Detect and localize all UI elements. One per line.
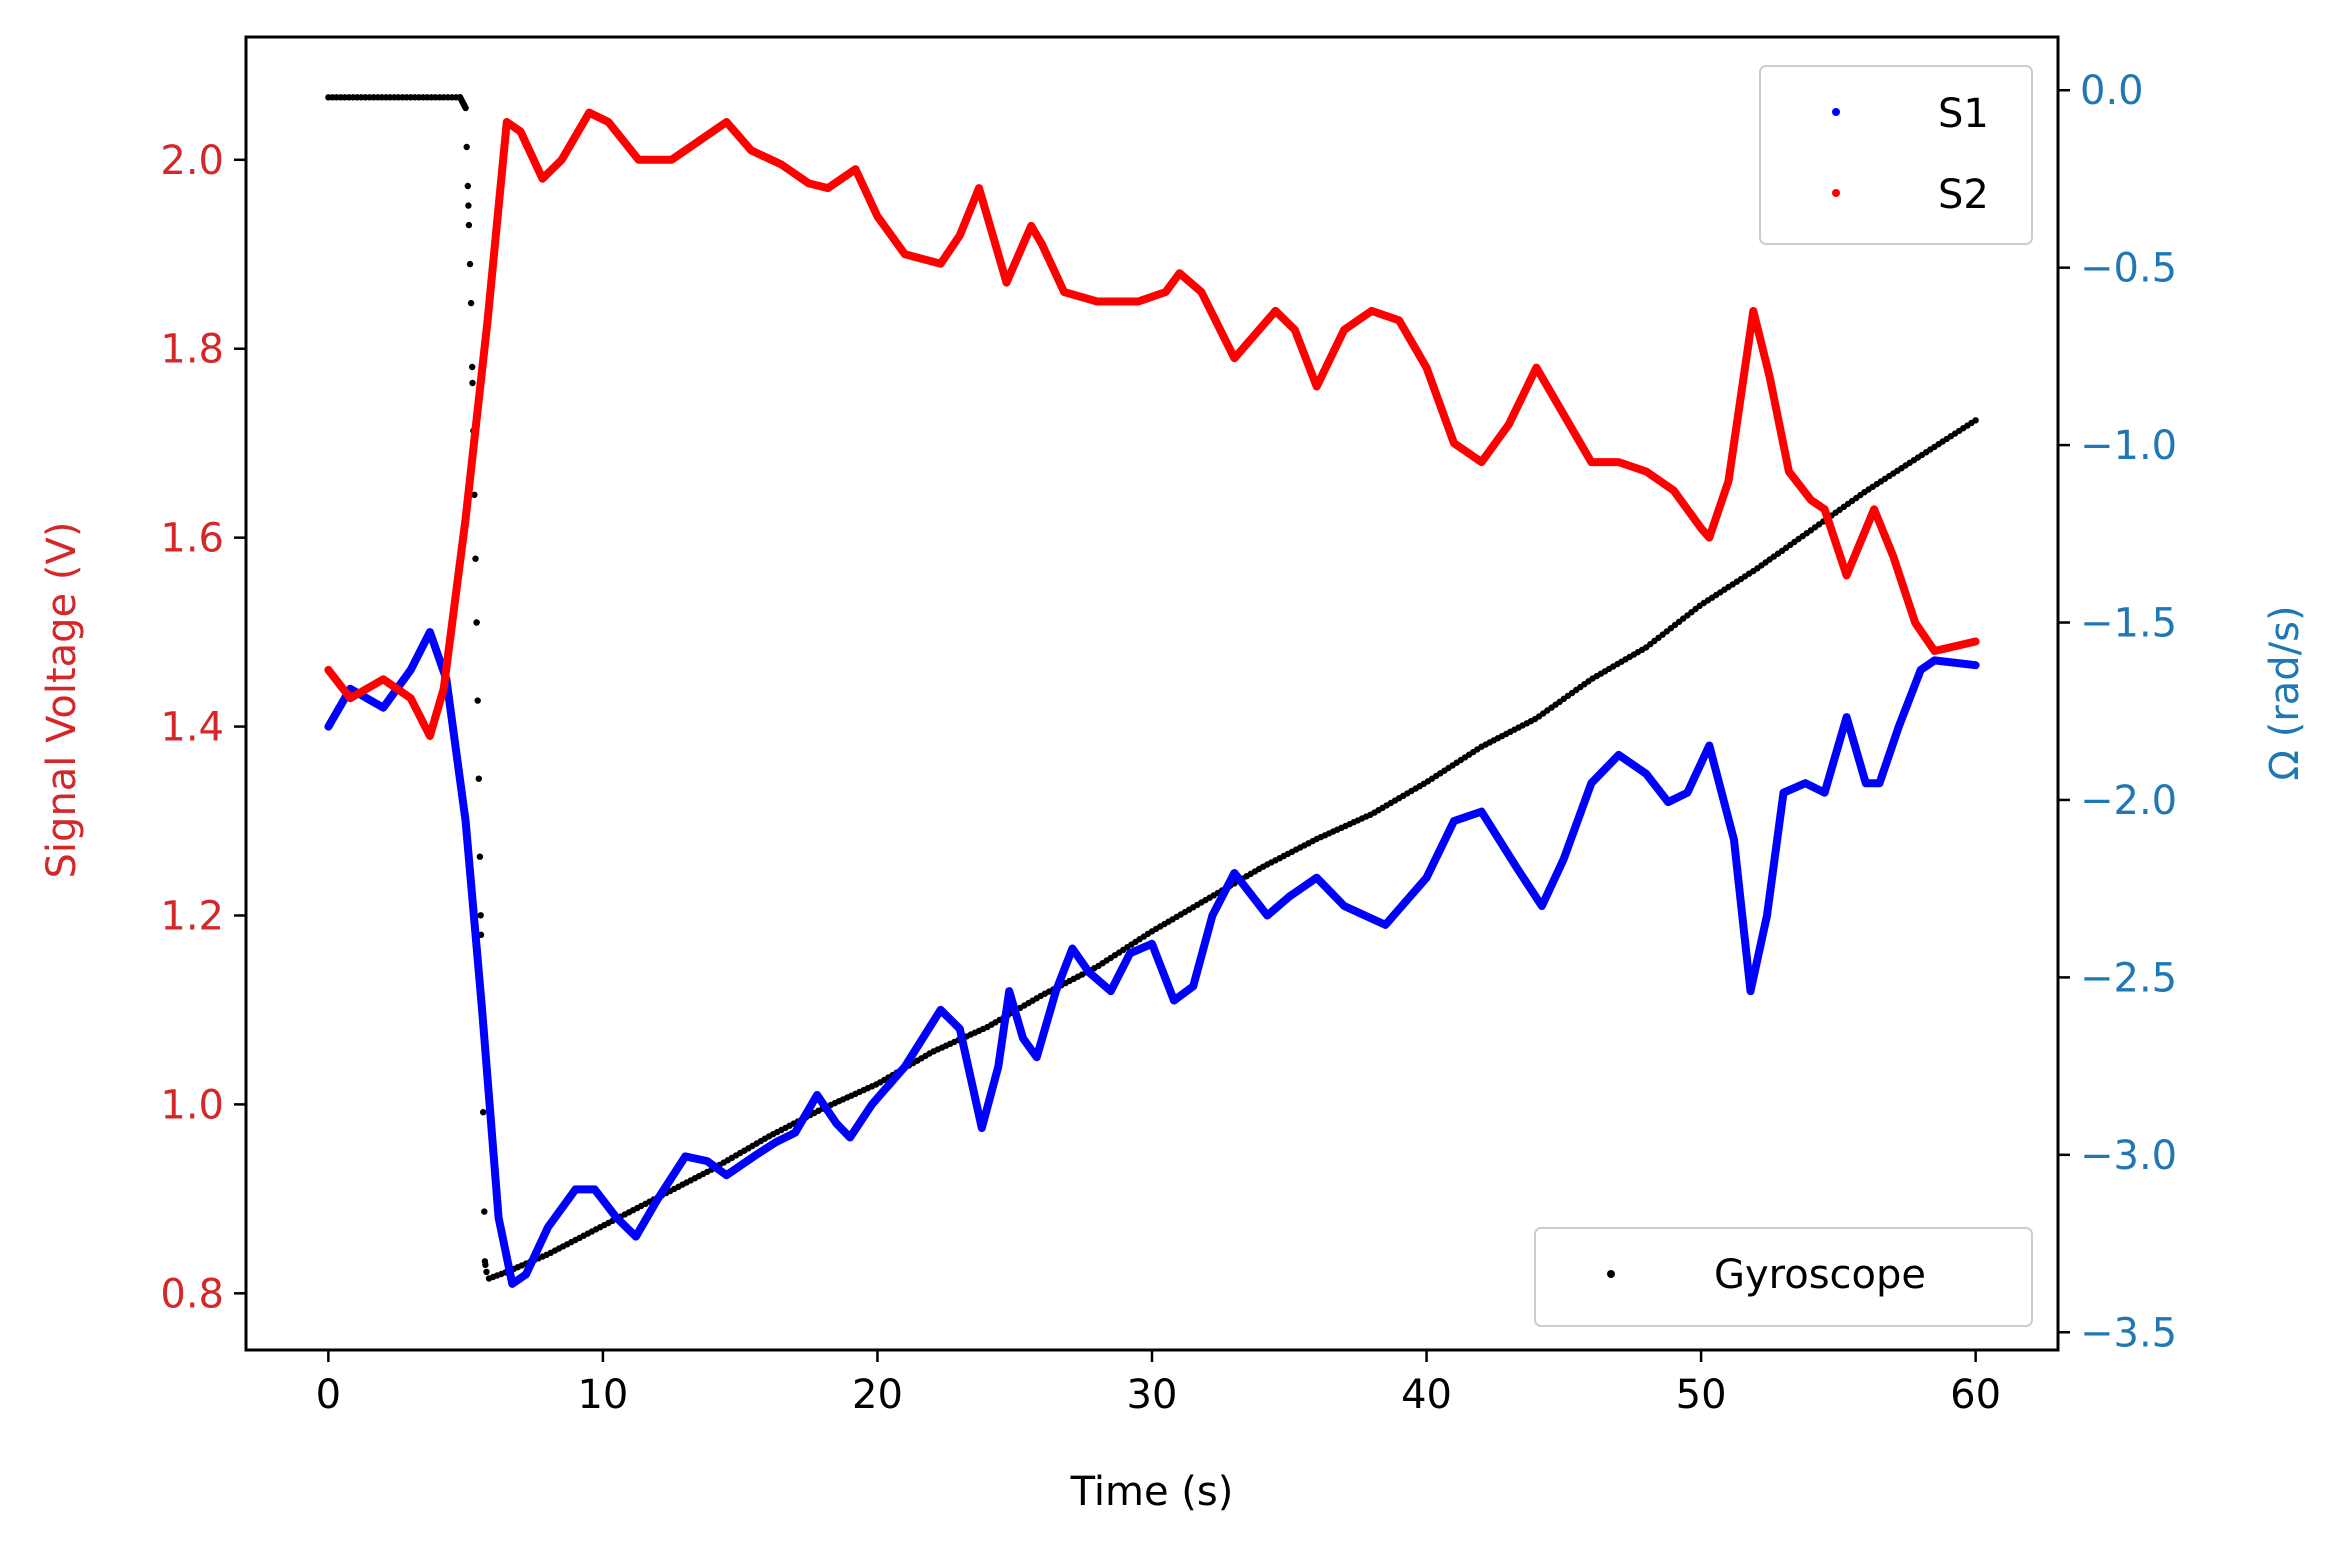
ticks-layer: 0 10 20 30 40 50 60 0.8 1.0 1.2 1.4 1.6 1.8 2.0 −3.5 −3…: [160, 68, 2177, 1418]
y-right-tick-label: −1.5: [2080, 601, 2177, 647]
gyroscope-point: [481, 1208, 488, 1215]
y-left-tick-label: 1.8: [160, 327, 224, 373]
gyroscope-point: [464, 182, 471, 190]
gyroscope-point: [473, 619, 480, 626]
gyroscope-point: [472, 555, 479, 562]
series-s2: [324, 108, 1980, 740]
gyroscope-point: [469, 363, 476, 371]
y-right-axis-label: Ω (rad/s): [2262, 605, 2308, 780]
gyroscope-point: [465, 202, 472, 209]
legend-label-gyroscope: Gyroscope: [1714, 1252, 1926, 1298]
legend-marker-S1: [1832, 108, 1840, 116]
legend-top-box: [1759, 65, 2033, 245]
gyroscope-point: [466, 260, 474, 268]
series-layer: [324, 94, 1980, 1288]
y-left-tick-label: 0.8: [160, 1271, 224, 1317]
x-axis-label: Time (s): [1070, 1469, 1234, 1515]
legend-bottom: Gyroscope: [1534, 1227, 2033, 1327]
series-s1: [324, 628, 1980, 1288]
gyroscope-point: [480, 1109, 487, 1116]
gyroscope-point: [483, 1268, 490, 1276]
series-s1-line: [324, 628, 1980, 1288]
gyroscope-point: [469, 379, 476, 387]
gyroscope-point: [467, 299, 475, 307]
gyroscope-point: [471, 491, 478, 498]
x-tick-label: 10: [577, 1372, 628, 1418]
x-tick-label: 40: [1401, 1372, 1452, 1418]
y-left-axis-label: Signal Voltage (V): [39, 522, 85, 879]
x-tick-label: 20: [852, 1372, 903, 1418]
legend-marker-S2: [1832, 189, 1840, 197]
legend-top: S1 S2: [1759, 65, 2033, 245]
y-left-tick-label: 1.6: [160, 516, 224, 562]
gyroscope-point: [475, 775, 482, 782]
y-left-tick-label: 2.0: [160, 138, 224, 184]
legend-label-S1: S1: [1938, 91, 1989, 137]
y-right-tick-label: 0.0: [2080, 68, 2144, 114]
y-right-tick-label: −1.0: [2080, 423, 2177, 469]
gyroscope-point: [482, 1261, 489, 1269]
y-left-tick-label: 1.4: [160, 705, 224, 751]
x-tick-label: 50: [1676, 1372, 1727, 1418]
gyroscope-point: [477, 912, 484, 919]
x-tick-label: 30: [1127, 1372, 1178, 1418]
gyroscope-point: [474, 697, 481, 704]
y-right-tick-label: −2.5: [2080, 955, 2177, 1001]
series-s2-line: [324, 108, 1980, 740]
legend-label-S2: S2: [1938, 172, 1989, 218]
y-right-tick-label: −3.0: [2080, 1133, 2177, 1179]
y-left-tick-label: 1.0: [160, 1082, 224, 1128]
gyroscope-point: [1972, 417, 1979, 424]
gyroscope-point: [465, 221, 473, 229]
y-right-tick-label: −3.5: [2080, 1310, 2177, 1356]
legend-marker-gyroscope: [1607, 1270, 1615, 1278]
y-left-tick-label: 1.2: [160, 893, 224, 939]
gyroscope-point: [476, 853, 484, 860]
x-tick-label: 0: [316, 1372, 341, 1418]
gyroscope-point: [462, 104, 469, 112]
gyroscope-point: [463, 143, 470, 151]
y-right-tick-label: −2.0: [2080, 778, 2177, 824]
x-tick-label: 60: [1950, 1372, 2001, 1418]
y-right-tick-label: −0.5: [2080, 246, 2177, 292]
legend-bottom-box: [1534, 1227, 2033, 1327]
